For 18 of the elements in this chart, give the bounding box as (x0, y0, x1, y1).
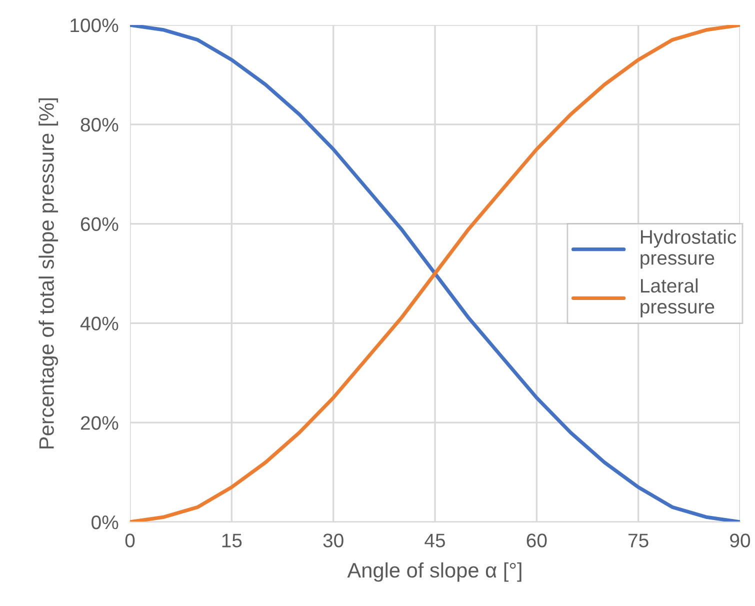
x-tick-label: 60 (526, 534, 547, 548)
x-tick-label: 15 (222, 534, 242, 548)
y-tick-label: 40% (80, 316, 118, 330)
y-tick-label: 100% (70, 18, 118, 32)
line-series (130, 25, 740, 522)
x-tick-label: 0 (125, 534, 135, 548)
legend-label: Lateral pressure (640, 278, 714, 318)
y-tick-label: 80% (80, 118, 118, 132)
y-tick-label: 0% (92, 515, 118, 530)
legend-label: Hydrostatic pressure (640, 230, 736, 269)
y-tick-label: 20% (80, 416, 118, 430)
y-tick-label: 60% (80, 217, 118, 232)
x-axis-title: Angle of slope α [°] (347, 562, 522, 582)
y-axis-title: Percentage of total slope pressure [%] (38, 98, 58, 448)
x-tick-label: 90 (730, 534, 750, 548)
x-tick-label: 30 (323, 534, 344, 548)
x-tick-label: 45 (424, 534, 445, 548)
x-tick-label: 75 (628, 534, 648, 548)
